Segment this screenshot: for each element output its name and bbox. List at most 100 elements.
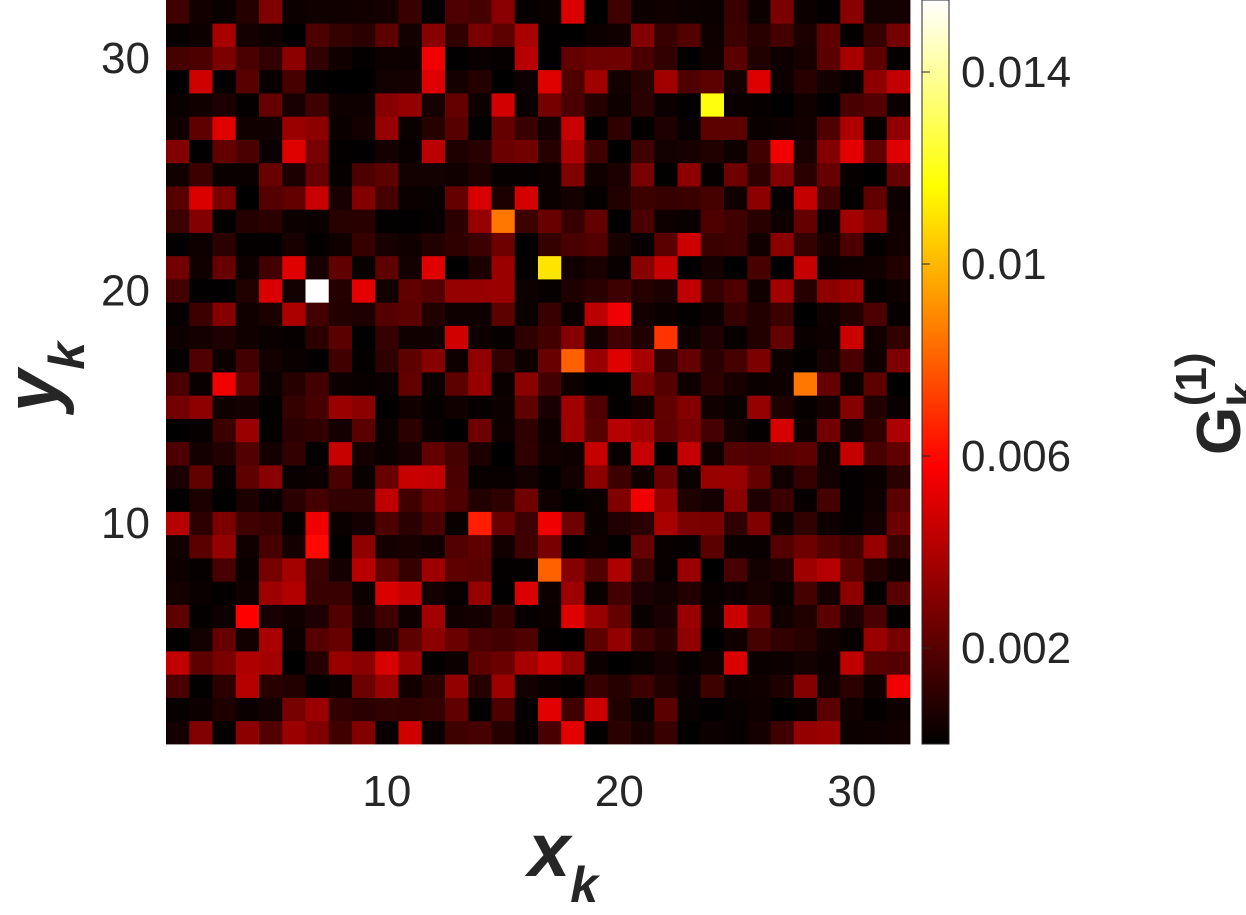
heatmap-cell (305, 465, 330, 489)
heatmap-cell (421, 627, 446, 652)
heatmap-cell (375, 697, 399, 722)
heatmap-cell (375, 232, 399, 257)
heatmap-cell (561, 186, 585, 210)
heatmap-cell (421, 46, 446, 71)
heatmap-cell (491, 488, 516, 512)
heatmap-cell (305, 255, 330, 280)
heatmap-cell (352, 23, 376, 47)
heatmap-cell (514, 139, 539, 164)
heatmap-cell (747, 139, 771, 164)
heatmap-cell (561, 279, 585, 303)
heatmap-cell (305, 162, 330, 187)
heatmap-cell (212, 651, 237, 675)
heatmap-cell (538, 720, 562, 745)
heatmap-cell (677, 674, 702, 698)
heatmap-cell (724, 372, 748, 396)
heatmap-cell (398, 395, 423, 419)
heatmap-cell (305, 697, 330, 722)
heatmap-cell (212, 534, 237, 559)
heatmap-cell (491, 139, 516, 164)
heatmap-cell (886, 325, 911, 350)
heatmap-cell (282, 69, 306, 94)
heatmap-cell (538, 69, 562, 94)
heatmap-cell (514, 488, 539, 512)
heatmap-cell (328, 441, 353, 466)
heatmap-cell (375, 418, 399, 443)
heatmap-cell (817, 0, 841, 24)
heatmap-cell (677, 93, 702, 117)
heatmap-cell (189, 279, 213, 303)
heatmap-cell (514, 581, 539, 605)
heatmap-cell (677, 534, 702, 559)
heatmap-cell (468, 232, 492, 257)
heatmap-cell (189, 302, 213, 326)
heatmap-cell (747, 465, 771, 489)
heatmap-cell (375, 534, 399, 559)
heatmap-cell (259, 581, 283, 605)
heatmap-cell (561, 674, 585, 698)
heatmap-cell (468, 604, 492, 629)
heatmap-cell (840, 162, 864, 187)
heatmap-cell (514, 418, 539, 443)
heatmap-cell (212, 186, 237, 210)
heatmap-cell (398, 232, 423, 257)
heatmap-cell (328, 627, 353, 652)
heatmap-cell (770, 232, 795, 257)
heatmap-cell (538, 674, 562, 698)
heatmap-cell (282, 697, 306, 722)
heatmap-cell (166, 46, 190, 71)
heatmap-cell (886, 418, 911, 443)
heatmap-cell (491, 418, 516, 443)
heatmap-cell (282, 0, 306, 24)
heatmap-cell (166, 93, 190, 117)
heatmap-cell (328, 279, 353, 303)
heatmap-cell (445, 604, 469, 629)
heatmap-cell (235, 302, 260, 326)
heatmap-cell (166, 348, 190, 373)
heatmap-cell (514, 604, 539, 629)
heatmap-cell (607, 441, 632, 466)
heatmap-cell (561, 465, 585, 489)
heatmap-cell (724, 651, 748, 675)
heatmap-cell (166, 558, 190, 582)
heatmap-cell (328, 395, 353, 419)
heatmap-cell (398, 488, 423, 512)
heatmap-cell (491, 0, 516, 24)
heatmap-cell (189, 46, 213, 71)
heatmap-cell (398, 69, 423, 94)
heatmap-cell (235, 372, 260, 396)
heatmap-cell (793, 651, 818, 675)
heatmap-cell (840, 441, 864, 466)
heatmap-cell (817, 232, 841, 257)
heatmap-cell (561, 302, 585, 326)
heatmap-cell (421, 0, 446, 24)
heatmap-cell (468, 395, 492, 419)
heatmap-cell (421, 372, 446, 396)
heatmap-cell (863, 0, 888, 24)
heatmap-cell (770, 46, 795, 71)
heatmap-cell (259, 116, 283, 140)
heatmap-cell (607, 232, 632, 257)
heatmap-cell (514, 441, 539, 466)
heatmap-cell (352, 418, 376, 443)
heatmap-cell (840, 23, 864, 47)
heatmap-cell (328, 255, 353, 280)
y-tick-label: 20 (101, 267, 150, 316)
heatmap-cell (724, 0, 748, 24)
heatmap-cell (886, 465, 911, 489)
heatmap-cell (259, 93, 283, 117)
heatmap-cell (631, 511, 655, 536)
heatmap-cell (700, 162, 725, 187)
heatmap-cell (561, 232, 585, 257)
heatmap-cell (607, 488, 632, 512)
heatmap-cell (840, 279, 864, 303)
heatmap-cell (352, 69, 376, 94)
heatmap-cell (793, 441, 818, 466)
heatmap-cell (328, 116, 353, 140)
heatmap-cell (212, 465, 237, 489)
heatmap-cell (491, 116, 516, 140)
heatmap-cell (259, 69, 283, 94)
heatmap-cell (561, 488, 585, 512)
heatmap-cell (491, 441, 516, 466)
heatmap-cell (212, 0, 237, 24)
